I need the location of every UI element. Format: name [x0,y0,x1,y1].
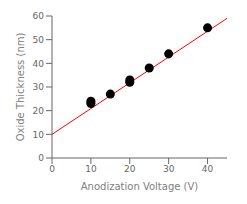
svg-text:40: 40 [33,59,45,69]
svg-text:Anodization Voltage (V): Anodization Voltage (V) [81,181,199,192]
svg-text:0: 0 [49,164,55,174]
svg-text:10: 10 [85,164,97,174]
svg-text:30: 30 [33,82,45,92]
svg-text:40: 40 [202,164,214,174]
svg-text:Oxide Thickness (nm): Oxide Thickness (nm) [15,33,26,142]
svg-text:0: 0 [38,153,44,163]
svg-text:60: 60 [33,11,45,21]
svg-text:20: 20 [33,106,45,116]
svg-text:20: 20 [124,164,136,174]
svg-text:50: 50 [33,35,45,45]
svg-text:30: 30 [163,164,175,174]
svg-text:10: 10 [33,130,45,140]
